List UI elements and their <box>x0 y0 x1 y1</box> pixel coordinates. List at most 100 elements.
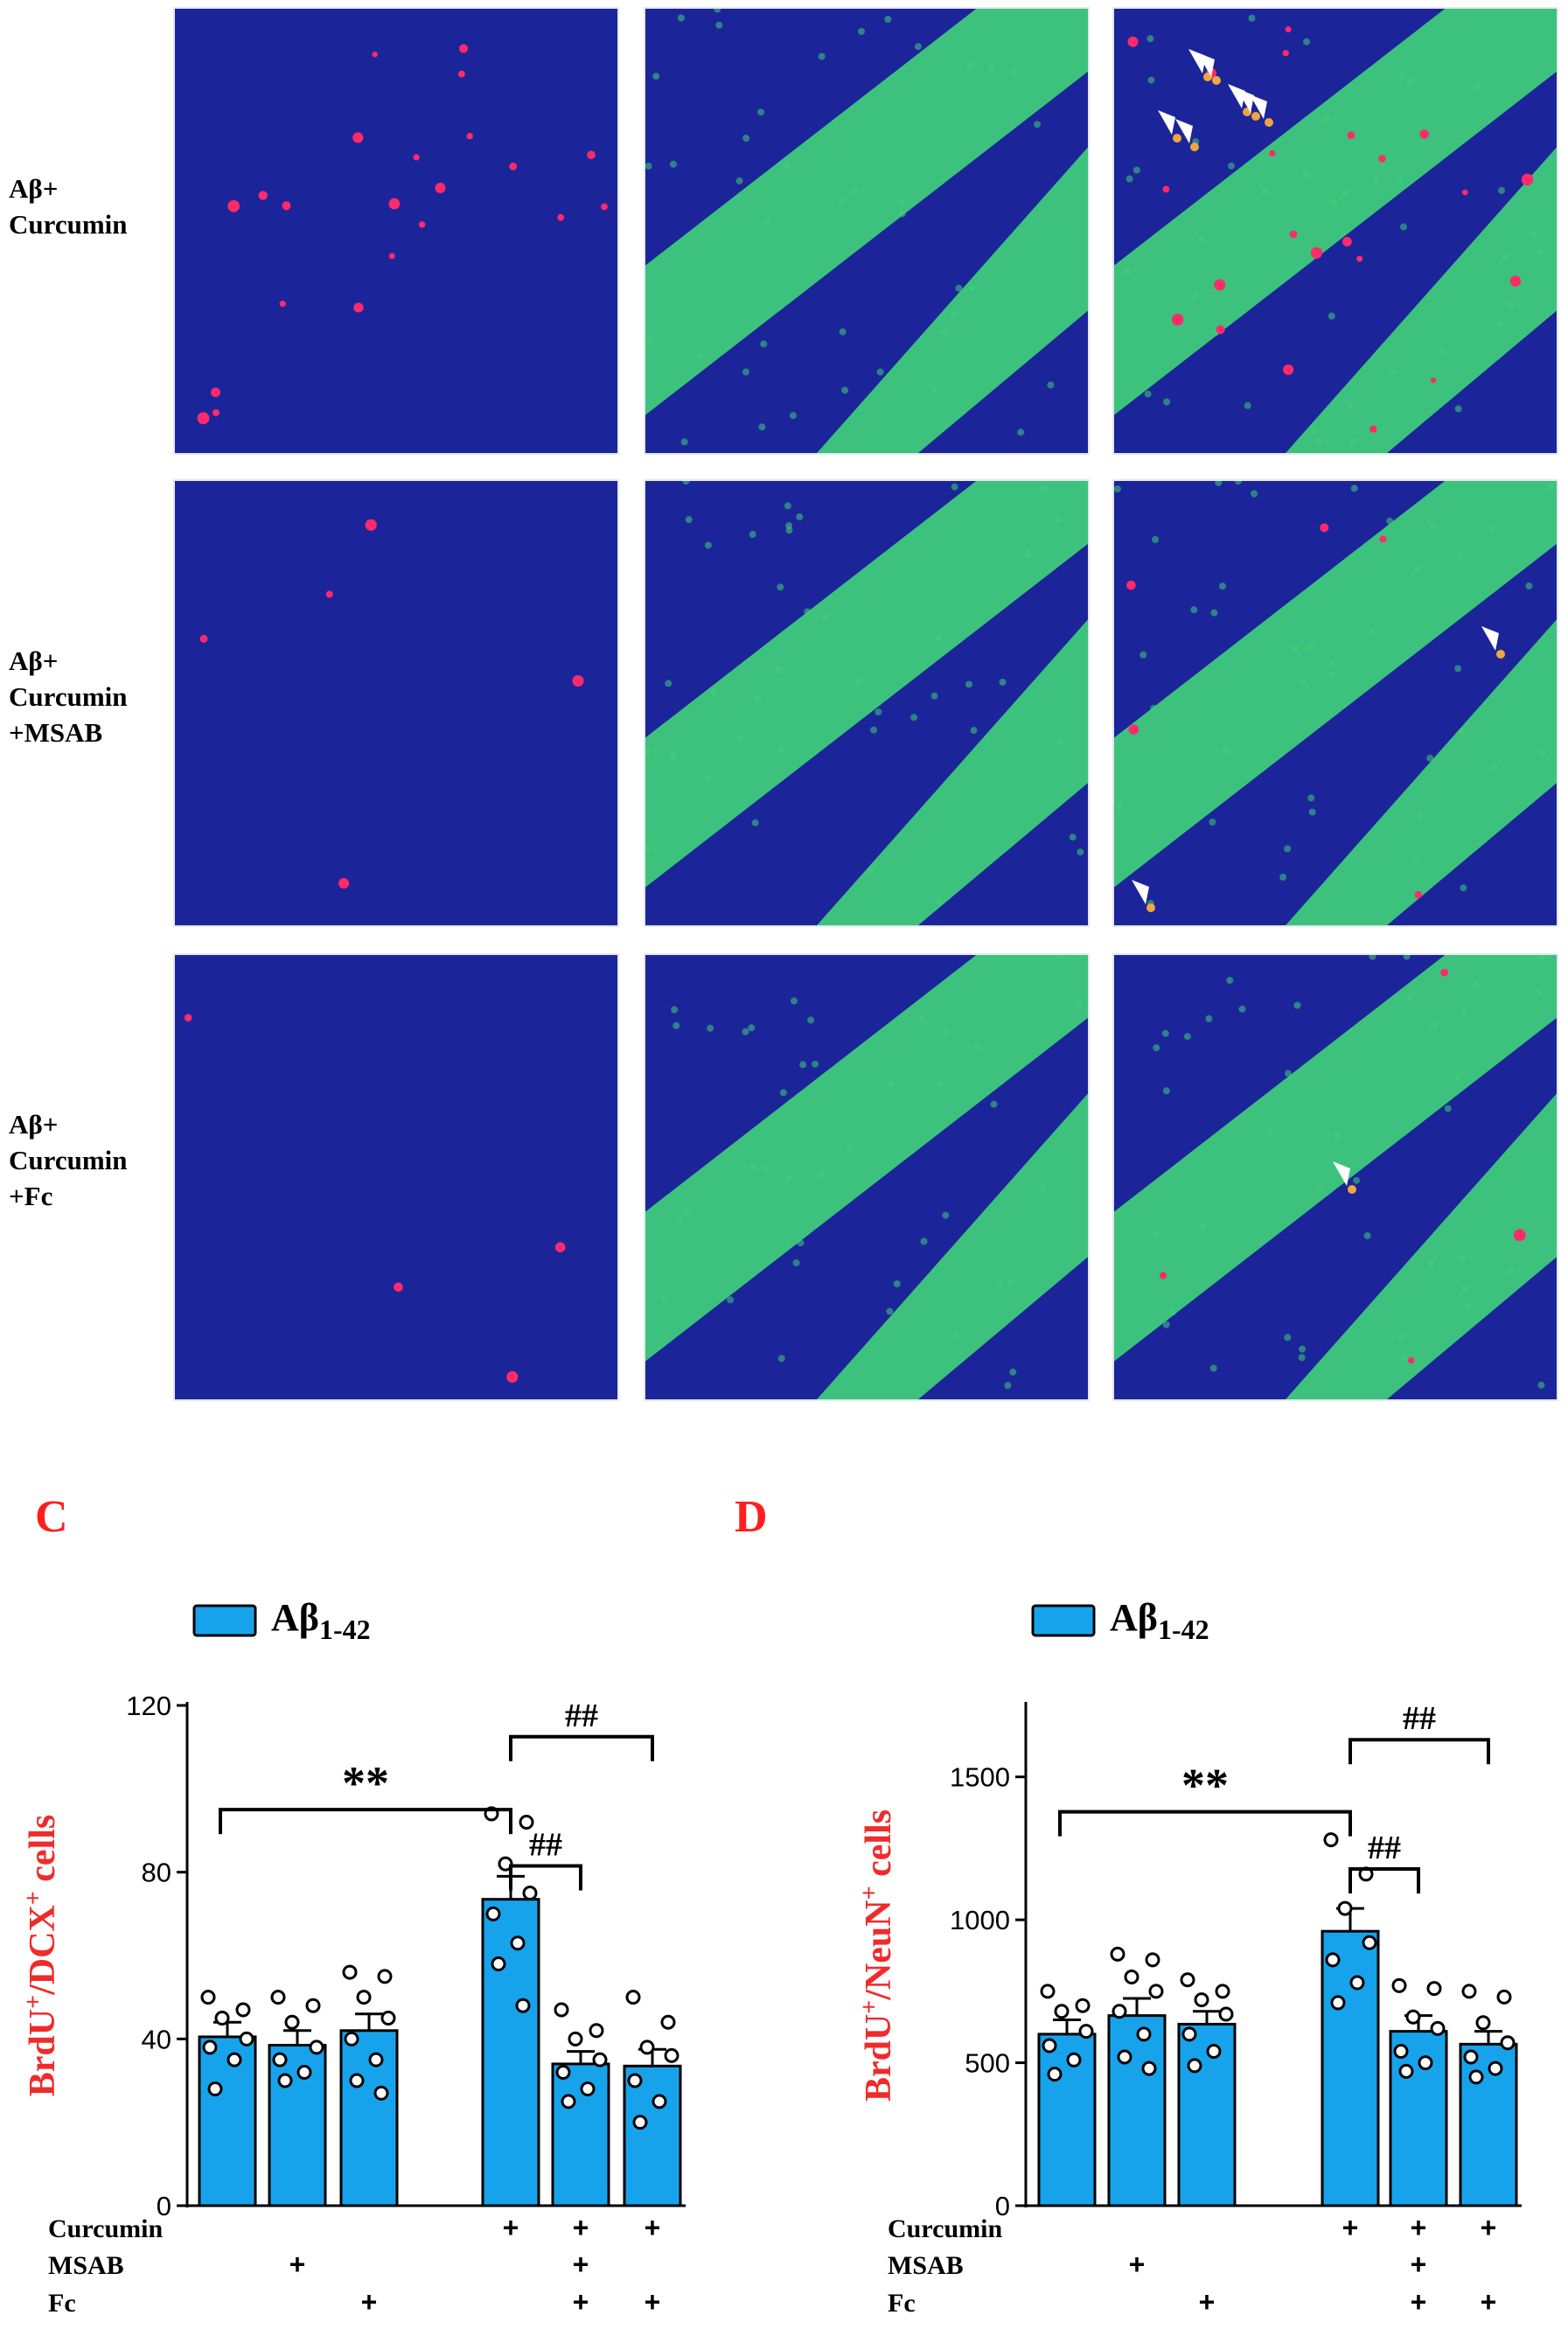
neuron-cell <box>987 65 995 73</box>
chart-c-data-point <box>561 2094 576 2109</box>
neuron-cell <box>942 1211 950 1219</box>
chart-c-significance-label: ## <box>529 1827 562 1864</box>
neuron-cell <box>1464 1302 1472 1309</box>
neuron-cell <box>1502 254 1509 261</box>
neuron-cell <box>1163 398 1171 406</box>
neuron-cell <box>1234 481 1242 485</box>
chart-d-data-point <box>1496 1989 1512 2005</box>
chart-c-data-point <box>344 2031 359 2047</box>
neuron-cell <box>1004 1382 1012 1390</box>
brdu-cell <box>413 154 420 161</box>
neuron-cell <box>680 438 688 446</box>
chart-d-treatment-row-label: MSAB <box>888 2251 964 2280</box>
neuron-cell <box>812 1060 819 1068</box>
chart-d-significance-label: ** <box>1181 1760 1229 1812</box>
chart-d-treatment-mark: + <box>1199 2286 1216 2318</box>
chart-c-treatment-row-label: Fc <box>48 2289 76 2318</box>
brdu-cell <box>258 191 268 200</box>
neuron-cell <box>645 162 652 170</box>
neuron-cell <box>1403 955 1411 960</box>
merged-cell <box>1203 73 1212 81</box>
chart-c-data-point <box>349 2073 365 2088</box>
neuron-cell <box>1507 302 1515 309</box>
neuron-cell <box>1322 115 1330 122</box>
neuron-cell <box>1190 606 1198 614</box>
neuron-cell <box>1162 1321 1170 1328</box>
chart-d-data-point <box>1110 1946 1125 1962</box>
chart-c-legend-label: Aβ1-42 <box>271 1596 371 1645</box>
brdu-cell <box>227 199 240 213</box>
chart-c-y-axis-label-part: /DCX <box>23 1905 63 1996</box>
neuron-cell <box>1459 728 1466 736</box>
neuron-cell <box>1353 1176 1361 1184</box>
neuron-cell <box>665 680 672 687</box>
chart-d-data-point <box>1330 1995 1346 2011</box>
neuron-cell <box>1536 248 1544 255</box>
arrowhead-marker <box>1132 880 1149 904</box>
neuron-cell <box>1306 644 1314 652</box>
brdu-cell <box>1379 535 1387 543</box>
neuron-cell <box>915 43 922 51</box>
neuron-cell <box>937 1080 944 1088</box>
neuron-cell <box>715 21 723 29</box>
neuron-cell <box>696 352 704 359</box>
neuron-cell <box>645 845 651 853</box>
neuron-cell <box>951 310 958 317</box>
neuron-cell <box>710 688 718 696</box>
chart-c-bar <box>481 1898 540 2207</box>
neuron-cell <box>841 387 849 394</box>
chart-c-data-point <box>202 2040 218 2055</box>
micrograph-r1-c1 <box>173 7 619 455</box>
neuron-cell <box>910 714 918 722</box>
neuron-cell <box>1152 1230 1160 1238</box>
neuron-cell <box>1293 1001 1301 1009</box>
micrograph-r3-c1 <box>173 953 619 1401</box>
chart-d-data-point <box>1391 1977 1407 1993</box>
chart-d-significance-bracket <box>1348 1866 1420 1893</box>
neuron-cell <box>965 680 972 688</box>
chart-c-data-point <box>380 2011 396 2026</box>
chart-c-data-point <box>592 2052 608 2068</box>
neuron-cell <box>1024 550 1032 558</box>
neuron-cell <box>682 481 690 485</box>
chart-c-data-point <box>284 2014 300 2030</box>
neuron-cell <box>1530 230 1537 238</box>
neuron-cell <box>1007 1278 1014 1286</box>
brdu-cell <box>459 44 469 53</box>
brdu-cell <box>506 1370 519 1383</box>
brdu-cell <box>1408 1356 1415 1364</box>
chart-d-data-point <box>1136 2026 1152 2042</box>
neuron-cell <box>1198 235 1206 243</box>
arrowhead-marker <box>1158 110 1175 135</box>
neuron-cell <box>1537 1381 1545 1389</box>
neuron-cell <box>1302 170 1310 178</box>
brdu-cell <box>1128 724 1139 735</box>
chart-d-data-point <box>1325 1952 1341 1968</box>
neuron-cell <box>704 541 712 549</box>
neuron-cell <box>1460 1285 1468 1293</box>
chart-c-data-point <box>305 1998 321 2013</box>
neuron-cell <box>660 1295 668 1303</box>
neuron-cell <box>1139 651 1147 659</box>
brdu-cell <box>1159 1272 1167 1280</box>
brdu-cell <box>557 213 565 221</box>
neuron-cell <box>1150 704 1158 712</box>
chart-d-y-tick-label: 500 <box>965 2048 1010 2079</box>
neuron-cell <box>676 1215 684 1223</box>
chart-c-data-point <box>515 1998 531 2013</box>
neuron-cell <box>1397 1334 1405 1341</box>
neuron-cell <box>707 1024 714 1032</box>
chart-c-significance-bracket <box>509 1734 654 1761</box>
neuron-cell <box>930 385 938 393</box>
arrowhead-marker <box>1250 94 1267 119</box>
neuron-cell <box>1125 175 1133 183</box>
neuron-cell <box>1292 645 1300 652</box>
neuron-cell <box>1412 856 1420 864</box>
neuron-cell <box>870 726 877 734</box>
arrowhead-marker <box>1197 52 1215 77</box>
chart-c-data-point <box>491 1956 506 1972</box>
neuron-cell <box>797 1239 805 1247</box>
neuron-cell <box>1034 121 1042 129</box>
neuron-cell <box>1210 609 1218 617</box>
neuron-cell <box>645 336 653 344</box>
